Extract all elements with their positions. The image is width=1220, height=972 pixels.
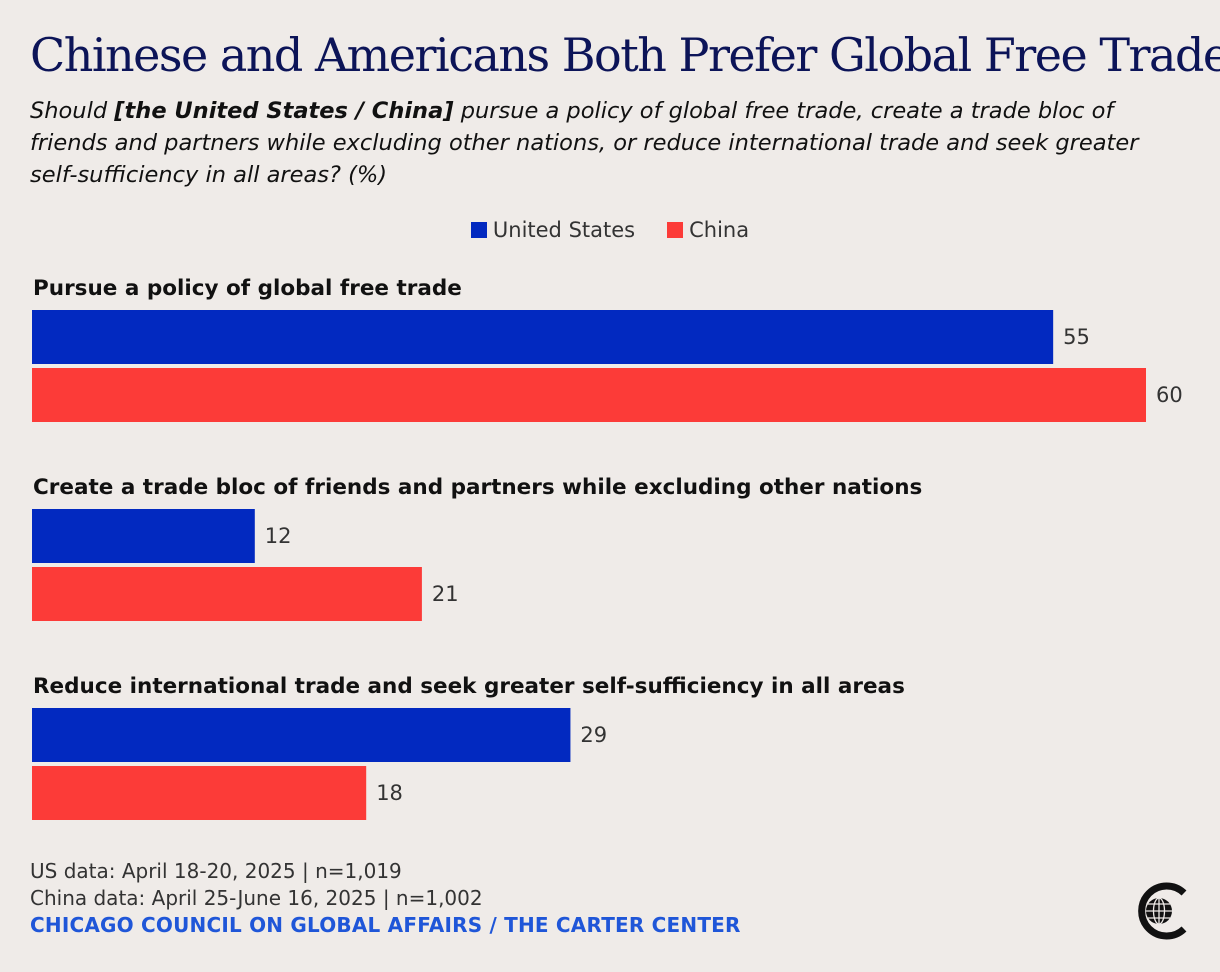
- bar-value-label: 21: [432, 582, 459, 606]
- source-credit: CHICAGO COUNCIL ON GLOBAL AFFAIRS / THE …: [30, 913, 741, 937]
- subtitle-bold: [the United States / China]: [114, 98, 454, 124]
- bar-value-label: 12: [265, 524, 292, 548]
- chart-subtitle: Should [the United States / China] pursu…: [30, 95, 1170, 191]
- us-data-note: US data: April 18-20, 2025 | n=1,019: [30, 859, 402, 883]
- bar-china: [32, 766, 367, 820]
- category-label: Create a trade bloc of friends and partn…: [33, 475, 922, 500]
- subtitle-rest: pursue a policy of global free trade, cr…: [30, 98, 1139, 188]
- chart-footer: US data: April 18-20, 2025 | n=1,019 Chi…: [30, 858, 741, 939]
- bar-us: [32, 310, 1054, 364]
- category-label: Reduce international trade and seek grea…: [33, 674, 905, 699]
- chicago-council-logo-icon: [1138, 882, 1187, 940]
- legend-item-us: United States: [470, 218, 636, 242]
- bar-china: [32, 567, 422, 621]
- bar-chart: Pursue a policy of global free trade 55 60…: [32, 276, 1183, 820]
- bar-value-label: 60: [1156, 383, 1183, 407]
- bar-us: [32, 708, 571, 762]
- bar-china: [32, 368, 1146, 422]
- category-label: Pursue a policy of global free trade: [33, 276, 462, 301]
- chart-legend: United States China: [0, 218, 1220, 242]
- legend-swatch-china: [667, 222, 684, 238]
- bar-value-label: 18: [376, 781, 403, 805]
- bar-value-label: 29: [580, 723, 607, 747]
- legend-swatch-us: [470, 222, 487, 238]
- bar-value-label: 55: [1063, 325, 1090, 349]
- subtitle-intro: Should: [30, 98, 115, 124]
- legend-label-china: China: [689, 218, 750, 242]
- china-data-note: China data: April 25-June 16, 2025 | n=1…: [30, 886, 483, 910]
- legend-label-us: United States: [492, 218, 636, 242]
- legend-item-china: China: [667, 218, 749, 242]
- bar-us: [32, 509, 255, 563]
- chart-title: Chinese and Americans Both Prefer Global…: [30, 28, 1220, 82]
